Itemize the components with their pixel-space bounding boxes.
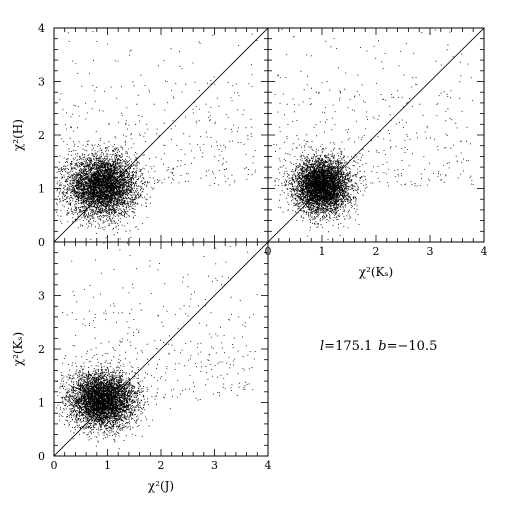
y-tick-label: 3 — [38, 76, 45, 89]
panel-top-left: 0 1 2 3 4 χ²(H) — [11, 22, 269, 249]
l-symbol: l — [320, 339, 324, 354]
y-tick-label: 0 — [38, 450, 45, 463]
b-symbol: b — [378, 339, 386, 354]
x-tick-label: 2 — [373, 245, 380, 258]
x-tick-label: 1 — [319, 245, 326, 258]
panel-bottom-left: 0 1 2 3 4 0 1 2 3 χ²(J) χ²(Kₛ) — [11, 241, 272, 493]
ticks-top-right — [267, 27, 485, 243]
x-tick-label: 2 — [158, 459, 165, 472]
y-tick-label: 1 — [38, 397, 45, 410]
y-axis-label: χ²(H) — [11, 119, 25, 151]
points-top-right — [273, 28, 474, 240]
points-top-left — [56, 31, 258, 240]
scatter-points — [56, 242, 258, 450]
y-tick-label: 2 — [38, 343, 45, 356]
x-tick-label: 4 — [265, 459, 272, 472]
identity-line — [54, 28, 268, 242]
x-axis-label: χ²(Kₛ) — [359, 265, 393, 279]
y-tick-label: 2 — [38, 129, 45, 142]
x-axis-label: χ²(J) — [148, 479, 174, 493]
l-value: =175.1 — [324, 339, 372, 354]
x-tick-label: 4 — [481, 245, 488, 258]
b-value: =−10.5 — [387, 339, 438, 354]
scatter-points — [56, 31, 258, 240]
y-tick-label: 1 — [38, 183, 45, 196]
ticks-bottom-left — [53, 241, 269, 457]
identity-line — [268, 28, 484, 242]
y-axis-label: χ²(Kₛ) — [11, 332, 25, 366]
points-bottom-left — [56, 242, 258, 450]
scatter-points — [273, 28, 474, 240]
panel-top-right: 0 1 2 3 4χ²(Kₛ) — [265, 27, 488, 279]
identity-line — [54, 242, 268, 456]
x-tick-label: 0 — [51, 459, 58, 472]
x-tick-label: 1 — [104, 459, 111, 472]
x-tick-label: 3 — [427, 245, 434, 258]
galactic-coordinates-annotation: l=175.1 b=−10.5 — [320, 339, 437, 354]
y-tick-label: 0 — [38, 236, 45, 249]
y-tick-label: 3 — [38, 290, 45, 303]
x-tick-label: 3 — [211, 459, 218, 472]
y-tick-label: 4 — [38, 22, 45, 35]
